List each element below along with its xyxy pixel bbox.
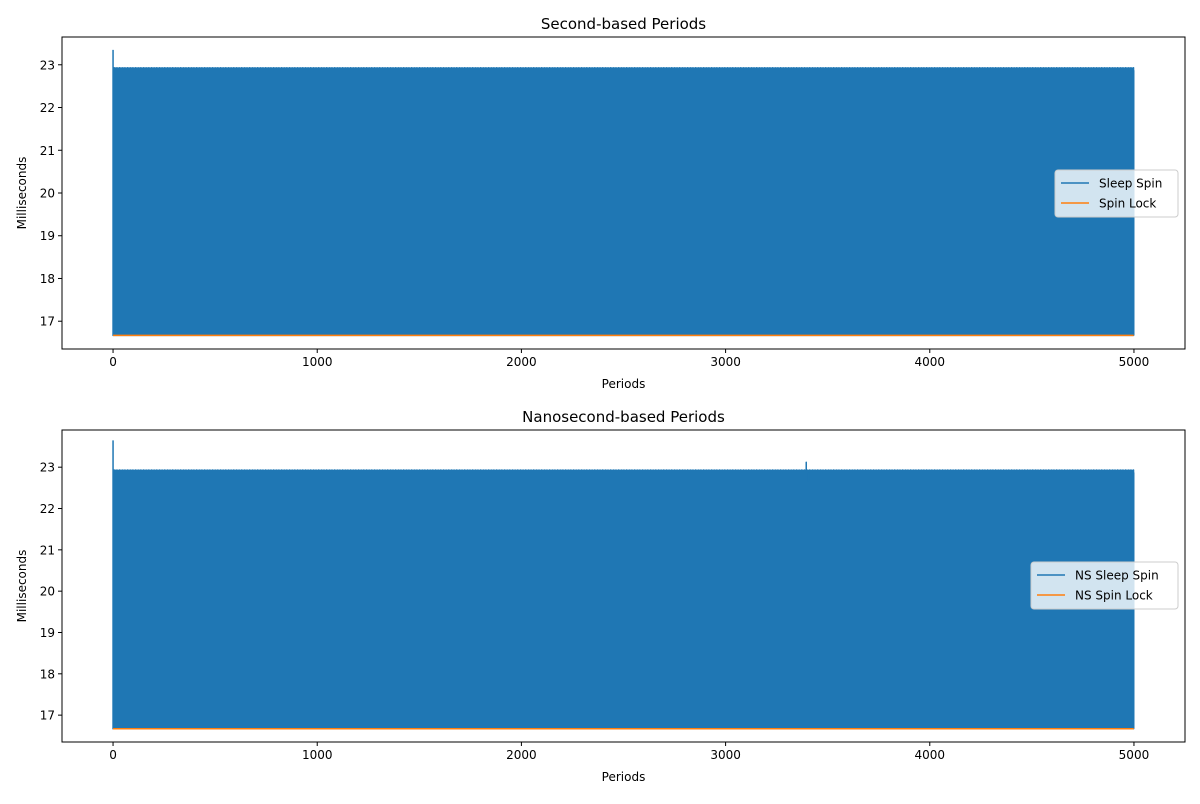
x-tick-label: 1000: [302, 355, 333, 369]
x-tick-label: 1000: [302, 748, 333, 762]
legend-box: [1054, 169, 1179, 218]
y-tick-label: 19: [40, 229, 55, 243]
x-tick-label: 3000: [710, 748, 741, 762]
y-tick-label: 21: [40, 144, 55, 158]
legend-label: Sleep Spin: [1099, 177, 1162, 191]
x-axis: 0 1000 2000 3000 4000 5000: [109, 349, 1149, 369]
x-tick-label: 3000: [710, 355, 741, 369]
y-tick-label: 23: [40, 58, 55, 72]
plot-area: [112, 49, 1135, 337]
y-axis: 17 18 19 20 21 22 23: [40, 461, 62, 723]
x-tick-label: 5000: [1119, 355, 1150, 369]
legend-label: Spin Lock: [1099, 197, 1156, 211]
x-axis-title: Periods: [602, 770, 646, 784]
y-axis: 17 18 19 20 21 22 23: [40, 58, 62, 329]
series-line-ns-sleep-spin: [112, 440, 1135, 730]
y-axis-title: Milliseconds: [15, 550, 29, 623]
plot-area: [112, 440, 1135, 730]
x-tick-label: 0: [109, 748, 117, 762]
y-tick-label: 19: [40, 626, 55, 640]
axes-frame: [61, 429, 1186, 743]
chart-bottom: Nanosecond-based Periods 0 1000 2000 3000 40…: [15, 408, 1186, 784]
chart-title: Second-based Periods: [541, 15, 706, 33]
x-tick-label: 5000: [1119, 748, 1150, 762]
series-line-sleep-spin: [112, 49, 1135, 337]
x-axis: 0 1000 2000 3000 4000 5000: [109, 742, 1149, 762]
legend-label: NS Spin Lock: [1075, 589, 1153, 603]
x-tick-label: 4000: [914, 748, 945, 762]
x-tick-label: 4000: [914, 355, 945, 369]
x-tick-label: 2000: [506, 355, 537, 369]
y-tick-label: 18: [40, 272, 55, 286]
chart-top: Second-based Periods 0 1000 2000 3000 4000 50…: [15, 15, 1186, 391]
y-tick-label: 20: [40, 585, 55, 599]
y-tick-label: 22: [40, 101, 55, 115]
y-tick-label: 17: [40, 315, 55, 329]
y-tick-label: 21: [40, 543, 55, 557]
y-tick-label: 22: [40, 502, 55, 516]
x-tick-label: 0: [109, 355, 117, 369]
y-tick-label: 17: [40, 709, 55, 723]
y-tick-label: 23: [40, 461, 55, 475]
x-tick-label: 2000: [506, 748, 537, 762]
legend: Sleep Spin Spin Lock: [1054, 169, 1179, 218]
x-axis-title: Periods: [602, 377, 646, 391]
legend: NS Sleep Spin NS Spin Lock: [1030, 561, 1179, 610]
legend-label: NS Sleep Spin: [1075, 569, 1159, 583]
y-tick-label: 18: [40, 667, 55, 681]
y-tick-label: 20: [40, 187, 55, 201]
chart-title: Nanosecond-based Periods: [522, 408, 725, 426]
legend-box: [1030, 561, 1179, 610]
y-axis-title: Milliseconds: [15, 157, 29, 230]
